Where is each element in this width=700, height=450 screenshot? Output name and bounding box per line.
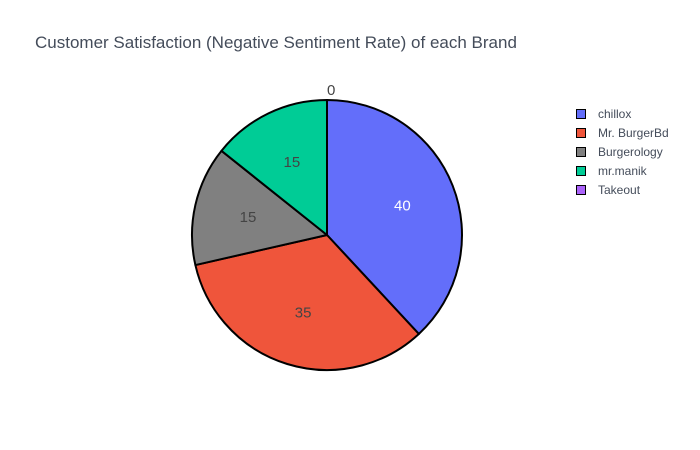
legend-item-takeout[interactable]: Takeout: [576, 180, 669, 199]
legend-swatch: [576, 165, 586, 176]
pie-slice-mr-burgerbd[interactable]: [194, 234, 420, 371]
pie-label-mr-burgerbd: 35: [295, 304, 312, 321]
pie-slice-chillox[interactable]: [326, 99, 463, 335]
legend-item-mr-burgerbd[interactable]: Mr. BurgerBd: [576, 123, 669, 142]
pie-label-chillox: 40: [394, 197, 411, 214]
pie-slice-burgerology[interactable]: [191, 149, 328, 267]
pie-slice-mr-manik[interactable]: [220, 99, 328, 236]
legend-item-chillox[interactable]: chillox: [576, 104, 669, 123]
legend-label: mr.manik: [598, 163, 647, 178]
legend-swatch: [576, 146, 586, 157]
legend: chillox Mr. BurgerBd Burgerology mr.manik Ta…: [576, 104, 669, 199]
pie-label-takeout: 0: [327, 82, 335, 99]
legend-swatch: [576, 127, 586, 138]
legend-label: Burgerology: [598, 144, 663, 159]
legend-swatch: [576, 108, 586, 119]
legend-item-mr-manik[interactable]: mr.manik: [576, 161, 669, 180]
legend-label: chillox: [598, 106, 632, 121]
chart-title: Customer Satisfaction (Negative Sentimen…: [35, 33, 517, 52]
legend-item-burgerology[interactable]: Burgerology: [576, 142, 669, 161]
pie-label-burgerology: 15: [240, 209, 257, 226]
legend-swatch: [576, 184, 586, 195]
legend-label: Takeout: [598, 182, 641, 197]
legend-label: Mr. BurgerBd: [598, 125, 669, 140]
pie-label-mr-manik: 15: [284, 154, 301, 171]
